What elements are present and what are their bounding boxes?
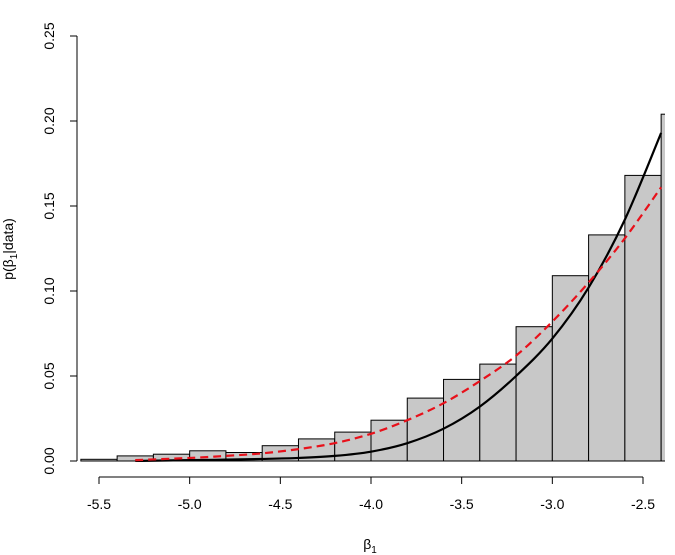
histogram-bar (660, 113, 665, 462)
x-axis-title-symbol: β (363, 536, 371, 552)
x-tick-label: -4.0 (359, 496, 383, 512)
density-curves (135, 132, 663, 462)
y-tick-label: 0.15 (41, 192, 57, 219)
x-tick-label: -2.5 (631, 496, 655, 512)
histogram-bar (624, 174, 662, 462)
histogram-bar (406, 397, 445, 462)
x-axis-title-subscript: 1 (371, 545, 377, 555)
y-axis-title-prefix: p(β (0, 259, 16, 280)
histogram-bar (370, 419, 408, 462)
y-axis: 0.00 0.05 0.10 0.15 0.20 0.25 (41, 22, 78, 475)
histogram-bar (443, 378, 481, 462)
x-tick-label: -4.5 (268, 496, 292, 512)
histogram-bar (515, 326, 553, 462)
histogram-bar (334, 431, 372, 462)
y-axis-title-suffix: |data) (0, 218, 16, 254)
x-tick-label: -3.0 (540, 496, 564, 512)
x-axis: -5.5 -5.0 -4.5 -4.0 -3.5 -3.0 -2.5 (87, 476, 655, 512)
y-tick-label: 0.25 (41, 22, 57, 49)
histogram-bar (551, 275, 590, 462)
y-tick-label: 0.05 (41, 362, 57, 389)
histogram-bars (80, 113, 665, 462)
histogram-bar (588, 234, 626, 462)
x-axis-title: β1 (363, 536, 377, 555)
y-tick-label: 0.10 (41, 277, 57, 304)
x-tick-label: -5.0 (178, 496, 202, 512)
histogram-bar (80, 458, 118, 462)
y-axis-title: p(β1|data) (0, 218, 20, 280)
x-tick-label: -5.5 (87, 496, 111, 512)
y-axis-title-subscript: 1 (9, 253, 20, 259)
y-tick-label: 0.20 (41, 107, 57, 134)
x-tick-label: -3.5 (450, 496, 474, 512)
solid-density-line (135, 132, 663, 462)
y-tick-label: 0.00 (41, 447, 57, 474)
dashed-density-line (135, 186, 663, 462)
